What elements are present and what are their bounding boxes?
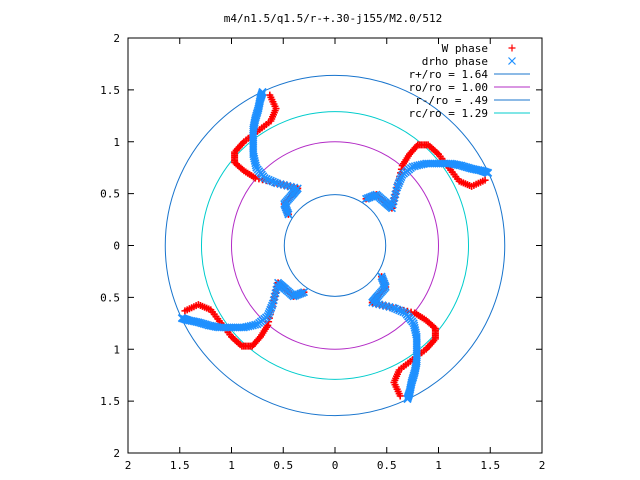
- x-tick-label: 0: [332, 459, 339, 472]
- data-point: [390, 304, 400, 313]
- data-point: [481, 176, 489, 184]
- data-point: [266, 305, 275, 314]
- legend-label: W phase: [442, 42, 488, 55]
- x-tick-label: 2: [539, 459, 546, 472]
- y-tick-label: 1.5: [100, 395, 120, 408]
- data-point: [395, 306, 404, 315]
- y-tick-label: 0.5: [100, 291, 120, 304]
- y-tick-label: 1.5: [100, 84, 120, 97]
- data-point: [484, 168, 493, 177]
- data-point: [266, 176, 275, 185]
- legend-label: r-/ro = .49: [415, 94, 488, 107]
- radius-circle: [231, 141, 439, 350]
- y-tick-label: 0: [113, 240, 120, 253]
- x-tick-label: 2: [125, 459, 132, 472]
- data-point: [393, 181, 403, 190]
- data-point: [177, 314, 186, 323]
- y-tick-label: 1: [113, 136, 120, 149]
- axes: 2 1.5 1 0.5 0 0.5 1 1.5 221.510.500.511.52: [100, 32, 545, 472]
- y-tick-label: 1: [113, 343, 120, 356]
- radius-circle: [164, 74, 506, 417]
- legend-label: drho phase: [422, 55, 488, 68]
- data-point: [268, 299, 277, 308]
- legend-label: r+/ro = 1.64: [409, 68, 489, 81]
- data-point: [394, 179, 403, 188]
- y-tick-label: 2: [113, 32, 120, 45]
- x-tick-label: 1: [435, 459, 442, 472]
- legend-label: rc/ro = 1.29: [409, 107, 488, 120]
- data-point: [264, 175, 273, 184]
- data-point: [388, 303, 398, 312]
- chart-title: m4/n1.5/q1.5/r-+.30-j155/M2.0/512: [224, 12, 443, 25]
- x-tick-label: 0.5: [377, 459, 397, 472]
- phase-series: [177, 87, 493, 404]
- x-tick-label: 1.5: [480, 459, 500, 472]
- y-tick-label: 0.5: [100, 188, 120, 201]
- data-point: [395, 177, 404, 186]
- data-point: [393, 183, 402, 192]
- radius-circles: [164, 74, 506, 417]
- data-point: [396, 175, 405, 184]
- data-point: [258, 87, 267, 97]
- x-tick-label: 1.5: [170, 459, 190, 472]
- data-point: [268, 177, 277, 186]
- legend-marker: [508, 44, 516, 52]
- series-x: [177, 87, 493, 404]
- data-point: [265, 307, 274, 316]
- data-point: [397, 307, 406, 316]
- data-point: [272, 179, 282, 188]
- legend-label: ro/ro = 1.00: [409, 81, 488, 94]
- legend-marker: [508, 57, 516, 65]
- data-point: [266, 91, 274, 99]
- data-point: [270, 178, 280, 187]
- y-tick-label: 2: [113, 447, 120, 460]
- x-tick-label: 0.5: [273, 459, 293, 472]
- data-point: [267, 303, 276, 312]
- data-point: [267, 301, 277, 310]
- radius-circle: [283, 194, 387, 297]
- data-point: [393, 305, 402, 314]
- data-point: [403, 394, 412, 404]
- radius-circle: [200, 111, 470, 380]
- data-point: [181, 307, 189, 315]
- x-tick-label: 1: [228, 459, 235, 472]
- series-+: [181, 91, 489, 400]
- data-point: [396, 392, 404, 400]
